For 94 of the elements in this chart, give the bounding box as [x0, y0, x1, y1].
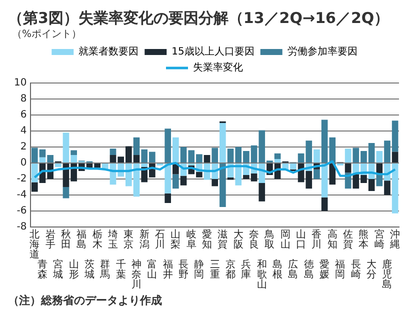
x-tick-label: 群馬 — [99, 258, 110, 281]
x-tick-label: 北海道 — [30, 228, 40, 261]
x-tick-label: 東京 — [124, 228, 134, 251]
y-axis-title: （%ポイント） — [12, 28, 83, 41]
x-tick-label: 島根 — [272, 258, 283, 281]
bar — [227, 177, 234, 180]
x-tick-label: 石川 — [155, 230, 166, 251]
bar — [70, 150, 77, 155]
x-tick-label: 岐阜 — [186, 228, 196, 251]
bar — [164, 193, 172, 203]
x-tick-label: 埼玉 — [107, 228, 118, 251]
x-tick-label: 長崎 — [350, 260, 361, 281]
x-tick-label: 和歌山 — [256, 258, 267, 291]
x-tick-label: 大阪 — [233, 228, 244, 251]
x-tick-label: 長野 — [178, 260, 189, 281]
bar — [54, 164, 62, 167]
x-tick-label: 宮城 — [52, 258, 64, 281]
y-tick-label: 2 — [20, 142, 27, 153]
bar — [39, 157, 46, 162]
bar — [314, 149, 320, 162]
text: （注）総務省のデータより作成 — [8, 293, 163, 308]
bar — [384, 180, 390, 195]
y-tick-label: -8 — [16, 222, 27, 233]
x-tick-label: 熊本 — [358, 228, 369, 251]
x-tick-label: 山梨 — [170, 228, 181, 251]
y-tick-label: 4 — [20, 126, 27, 137]
x-tick-label: 高知 — [327, 228, 338, 251]
bar — [344, 148, 352, 162]
y-tick-label: 0 — [20, 158, 27, 169]
x-tick-label: 鳥取 — [264, 228, 275, 251]
bar — [274, 159, 281, 162]
bar — [376, 151, 383, 162]
x-tick-label: 大分 — [366, 258, 377, 281]
y-tick-label: 6 — [20, 110, 27, 121]
bar — [220, 164, 226, 207]
x-tick-label: 新潟 — [139, 228, 150, 251]
x-tick-label: 兵庫 — [241, 258, 252, 281]
bar — [314, 169, 320, 179]
y-tick-label: -4 — [16, 190, 27, 201]
legend-label: 就業者数要因 — [78, 46, 139, 58]
bar — [212, 179, 218, 186]
x-tick-label: 福島 — [76, 228, 87, 251]
x-tick-label: 千葉 — [116, 258, 126, 281]
bar — [376, 164, 383, 174]
x-tick-label: 三重 — [210, 260, 220, 281]
x-tick-label: 宮崎 — [374, 228, 384, 251]
bar — [62, 187, 70, 198]
x-tick-label: 徳島 — [304, 260, 314, 281]
bar — [212, 148, 218, 162]
bar — [172, 137, 179, 162]
y-tick-label: -6 — [16, 206, 27, 217]
x-tick-label: 富山 — [147, 258, 158, 281]
legend-label: 15歳以上人口要因 — [172, 46, 254, 58]
x-tick-label: 愛媛 — [320, 258, 330, 281]
bar — [220, 123, 226, 162]
y-tick-label: 8 — [20, 94, 27, 105]
x-tick-label: 山口 — [296, 228, 306, 251]
x-tick-label: 山形 — [68, 258, 79, 281]
bar — [172, 174, 179, 189]
bar — [258, 183, 266, 202]
legend-label: 労働参加率要因 — [287, 46, 358, 58]
x-tick-label: 栃木 — [92, 228, 102, 251]
bar — [392, 152, 398, 162]
x-tick-label: 青森 — [37, 258, 48, 281]
bar — [164, 128, 172, 162]
x-tick-label: 佐賀 — [343, 230, 354, 251]
x-tick-label: 奈良 — [249, 230, 260, 251]
legend-label: 失業率変化 — [193, 62, 243, 74]
x-tick-label: 広島 — [288, 258, 298, 281]
x-tick-label: 京都 — [226, 258, 236, 281]
bar — [274, 153, 281, 159]
x-tick-label: 神奈川 — [132, 258, 142, 291]
x-tick-label: 福井 — [162, 258, 173, 281]
bar — [180, 176, 187, 186]
x-tick-label: 愛知 — [202, 228, 212, 251]
x-tick-label: 福岡 — [335, 258, 346, 281]
x-tick-label: 岡山 — [280, 230, 290, 251]
y-tick-label: 10 — [14, 78, 27, 89]
bar — [321, 197, 328, 211]
bar — [110, 148, 116, 155]
x-tick-label: 香川 — [312, 228, 322, 251]
bar — [344, 164, 352, 173]
x-tick-label: 鹿児島 — [382, 258, 392, 291]
bar — [329, 164, 336, 185]
x-tick-label: 茨城 — [83, 258, 94, 281]
bar — [31, 164, 38, 182]
y-tick-label: -2 — [16, 174, 27, 185]
chart-title: （第3図）失業率変化の要因分解（13／2Q→16／2Q） — [8, 8, 390, 28]
bar — [204, 155, 210, 162]
x-tick-label: 沖縄 — [389, 228, 400, 251]
x-tick-label: 静岡 — [194, 258, 204, 281]
x-tick-label: 滋賀 — [218, 228, 228, 251]
x-tick-label: 岩手 — [45, 228, 56, 251]
x-tick-label: 秋田 — [60, 228, 71, 251]
